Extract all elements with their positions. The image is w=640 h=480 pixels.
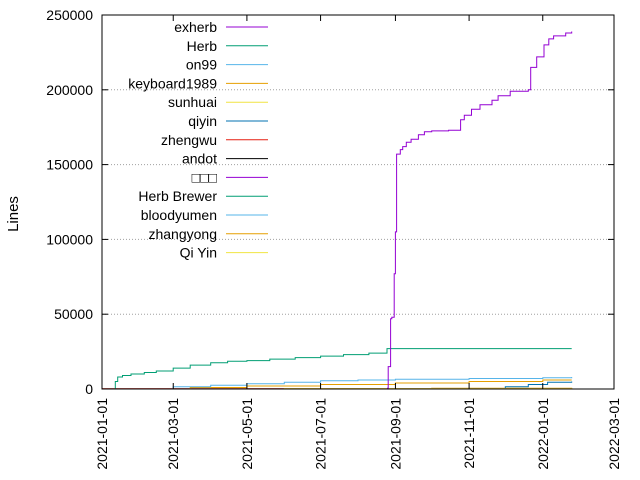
legend-label: □□□ <box>192 169 218 185</box>
x-tick-label: 2021-01-01 <box>94 398 110 470</box>
legend-label: Herb Brewer <box>138 188 217 204</box>
legend-label: sunhuai <box>168 94 217 110</box>
x-tick-label: 2021-09-01 <box>387 398 403 470</box>
x-tick-label: 2022-01-01 <box>535 398 551 470</box>
x-tick-label: 2021-05-01 <box>239 398 255 470</box>
y-axis-label: Lines <box>5 196 22 232</box>
y-tick-label: 50000 <box>54 306 93 322</box>
plot-frame <box>101 14 615 390</box>
series-line <box>102 379 572 390</box>
legend-label: bloodyumen <box>141 207 217 223</box>
x-tick-label: 2021-03-01 <box>165 398 181 470</box>
legend-label: qiyin <box>188 113 217 129</box>
legend-label: exherb <box>174 19 217 35</box>
x-tick-label: 2022-03-01 <box>606 398 622 470</box>
legend-label: Qi Yin <box>180 245 217 261</box>
series-line <box>387 31 573 389</box>
series-line <box>112 348 572 390</box>
y-tick-label: 200000 <box>46 82 93 98</box>
series-line <box>102 377 573 390</box>
legend-label: andot <box>182 151 217 167</box>
y-tick-label: 250000 <box>46 7 93 23</box>
y-tick-label: 100000 <box>46 231 93 247</box>
legend-label: zhengwu <box>161 132 217 148</box>
legend-label: zhangyong <box>148 226 217 242</box>
x-tick-label: 2021-11-01 <box>461 398 477 469</box>
y-tick-label: 150000 <box>46 157 93 173</box>
x-tick-label: 2021-07-01 <box>313 398 329 470</box>
legend-label: Herb <box>187 38 218 54</box>
legend-label: on99 <box>186 57 217 73</box>
y-tick-label: 0 <box>85 381 93 397</box>
legend-label: keyboard1989 <box>128 75 217 91</box>
